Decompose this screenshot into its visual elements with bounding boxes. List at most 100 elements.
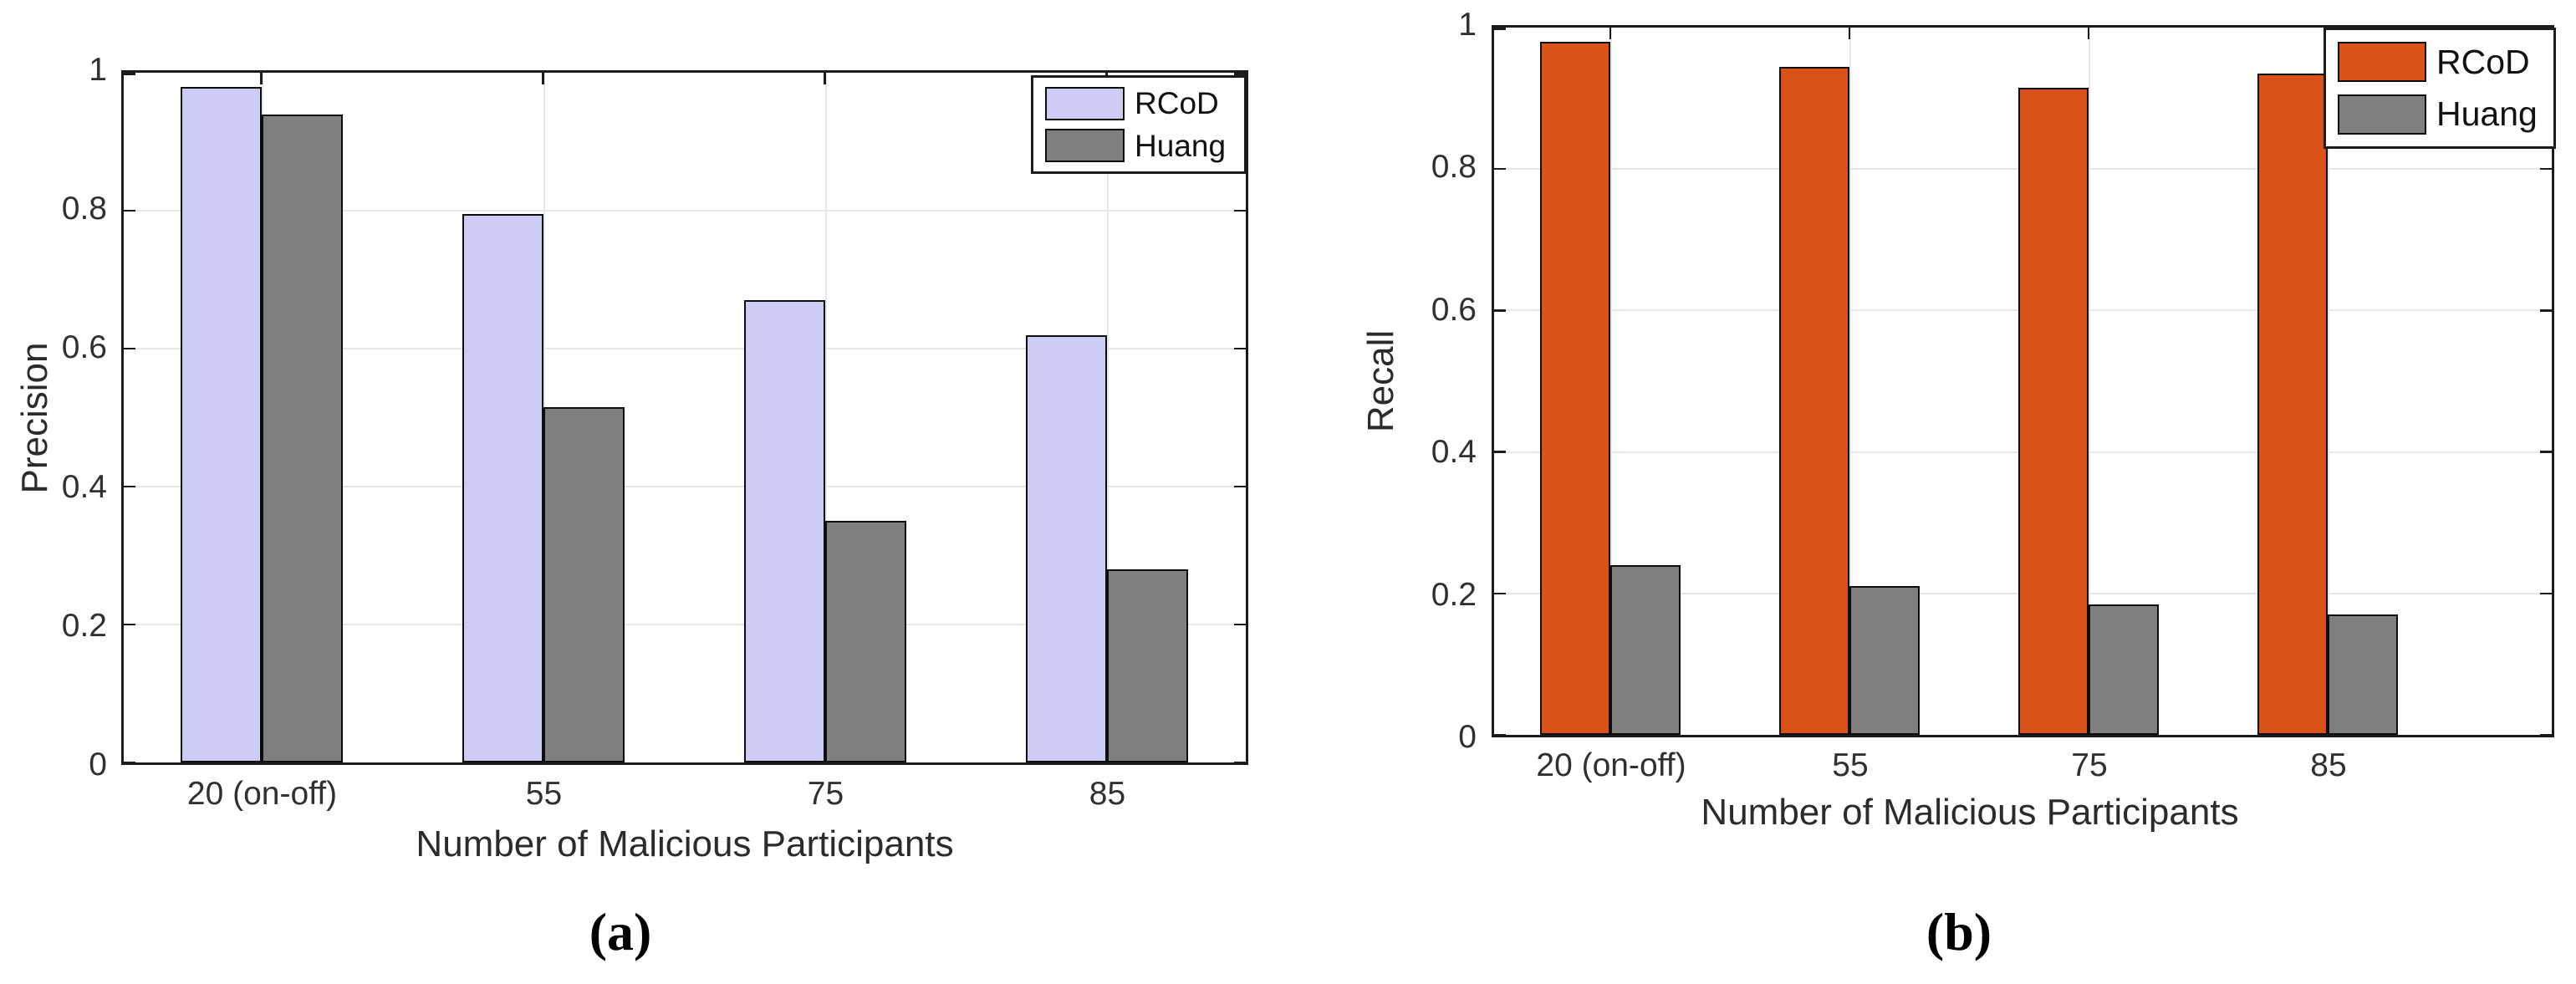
legend-label-huang: Huang bbox=[2436, 94, 2538, 134]
x-tick-bottom bbox=[542, 751, 544, 762]
x-tick-bottom bbox=[260, 751, 263, 762]
y-tick-left bbox=[124, 485, 135, 488]
y-tick-left bbox=[124, 347, 135, 350]
x-tick-top bbox=[824, 73, 826, 84]
x-tick-label: 55 bbox=[525, 776, 563, 812]
x-tick-top bbox=[1609, 28, 1612, 39]
y-tick-right bbox=[1234, 347, 1246, 350]
y-tick-right bbox=[2540, 451, 2552, 453]
legend-row-rcod: RCoD bbox=[2326, 42, 2553, 83]
legend-swatch-rcod bbox=[2338, 42, 2426, 83]
x-tick-label: 20 (on-off) bbox=[1536, 747, 1686, 783]
y-tick-right bbox=[1234, 623, 1246, 626]
y-tick-label: 0 bbox=[1458, 719, 1477, 755]
y-tick-right bbox=[2540, 28, 2552, 30]
v-gridline bbox=[1610, 28, 1612, 735]
bar-rcod-2 bbox=[743, 300, 825, 762]
plot-area bbox=[121, 70, 1248, 765]
y-tick-left bbox=[1494, 309, 1506, 312]
bar-huang-1 bbox=[1849, 586, 1920, 735]
y-tick-right bbox=[1234, 73, 1246, 75]
bar-huang-0 bbox=[1610, 564, 1681, 735]
h-gridline bbox=[1494, 168, 2552, 171]
y-tick-right bbox=[2540, 167, 2552, 171]
bar-rcod-1 bbox=[462, 214, 543, 762]
bar-huang-3 bbox=[2328, 614, 2398, 735]
x-tick-bottom bbox=[824, 751, 826, 762]
v-gridline bbox=[824, 73, 827, 762]
x-tick-bottom bbox=[2326, 723, 2329, 735]
x-axis-label: Number of Malicious Participants bbox=[416, 823, 954, 864]
x-tick-label: 75 bbox=[2071, 747, 2108, 783]
x-tick-label: 85 bbox=[2310, 747, 2347, 783]
x-tick-top bbox=[2326, 28, 2329, 39]
legend-label-rcod: RCoD bbox=[2436, 42, 2530, 81]
bar-rcod-2 bbox=[2018, 87, 2089, 735]
h-gridline bbox=[1494, 592, 2552, 594]
y-tick-label: 0.2 bbox=[1431, 576, 1477, 613]
v-gridline bbox=[2089, 28, 2090, 735]
y-tick-left bbox=[124, 623, 135, 626]
x-tick-label: 85 bbox=[1089, 776, 1126, 812]
y-tick-left bbox=[1494, 451, 1506, 453]
h-gridline bbox=[1494, 451, 2552, 453]
panel-caption-a: (a) bbox=[589, 902, 652, 961]
legend-row-huang: Huang bbox=[2326, 94, 2553, 135]
y-tick-left bbox=[124, 209, 135, 212]
x-tick-bottom bbox=[1105, 751, 1108, 762]
y-tick-right bbox=[1234, 209, 1246, 212]
v-gridline bbox=[1106, 73, 1109, 762]
bar-huang-2 bbox=[2089, 604, 2159, 735]
bar-huang-3 bbox=[1106, 569, 1188, 762]
y-tick-left bbox=[1494, 28, 1506, 30]
y-tick-label: 0.6 bbox=[61, 329, 107, 366]
legend-label-huang: Huang bbox=[1135, 128, 1227, 163]
y-tick-label: 0.8 bbox=[61, 191, 107, 227]
bar-rcod-0 bbox=[180, 86, 262, 762]
x-tick-top bbox=[542, 73, 544, 84]
h-gridline bbox=[124, 210, 1246, 212]
plot-area bbox=[1492, 25, 2554, 737]
y-tick-left bbox=[124, 73, 135, 75]
legend-row-huang: Huang bbox=[1033, 128, 1244, 163]
v-gridline bbox=[543, 73, 545, 762]
legend-swatch-rcod bbox=[1045, 86, 1125, 120]
x-tick-bottom bbox=[2087, 723, 2090, 735]
x-tick-top bbox=[1848, 28, 1851, 39]
x-tick-label: 20 (on-off) bbox=[186, 776, 338, 812]
x-tick-top bbox=[260, 73, 263, 84]
y-tick-label: 1 bbox=[89, 52, 107, 88]
bar-rcod-0 bbox=[1540, 41, 1610, 735]
bar-rcod-3 bbox=[2257, 74, 2328, 735]
bar-rcod-1 bbox=[1779, 66, 1849, 735]
panel-caption-b: (b) bbox=[1926, 902, 1992, 961]
h-gridline bbox=[1494, 309, 2552, 312]
legend: RCoD Huang bbox=[2324, 28, 2556, 149]
y-tick-left bbox=[1494, 592, 1506, 595]
y-tick-label: 1 bbox=[1458, 7, 1477, 43]
v-gridline bbox=[2328, 28, 2329, 735]
y-tick-left bbox=[1494, 733, 1506, 737]
y-tick-label: 0.4 bbox=[61, 468, 107, 505]
x-tick-top bbox=[1105, 73, 1108, 84]
y-tick-right bbox=[1234, 761, 1246, 764]
y-tick-right bbox=[2540, 592, 2552, 595]
x-tick-bottom bbox=[1848, 723, 1851, 735]
v-gridline bbox=[1849, 28, 1851, 735]
y-tick-right bbox=[2540, 733, 2552, 737]
y-tick-label: 0.4 bbox=[1431, 434, 1477, 471]
y-tick-right bbox=[2540, 309, 2552, 312]
y-tick-left bbox=[1494, 167, 1506, 171]
legend-label-rcod: RCoD bbox=[1135, 86, 1219, 121]
v-gridline bbox=[261, 73, 263, 762]
bar-huang-2 bbox=[824, 521, 906, 762]
x-tick-label: 55 bbox=[1832, 747, 1869, 783]
y-tick-right bbox=[1234, 485, 1246, 488]
h-gridline bbox=[124, 486, 1246, 487]
y-tick-label: 0.8 bbox=[1431, 149, 1477, 186]
x-tick-bottom bbox=[1609, 723, 1612, 735]
h-gridline bbox=[124, 348, 1246, 349]
y-tick-label: 0 bbox=[89, 747, 107, 783]
